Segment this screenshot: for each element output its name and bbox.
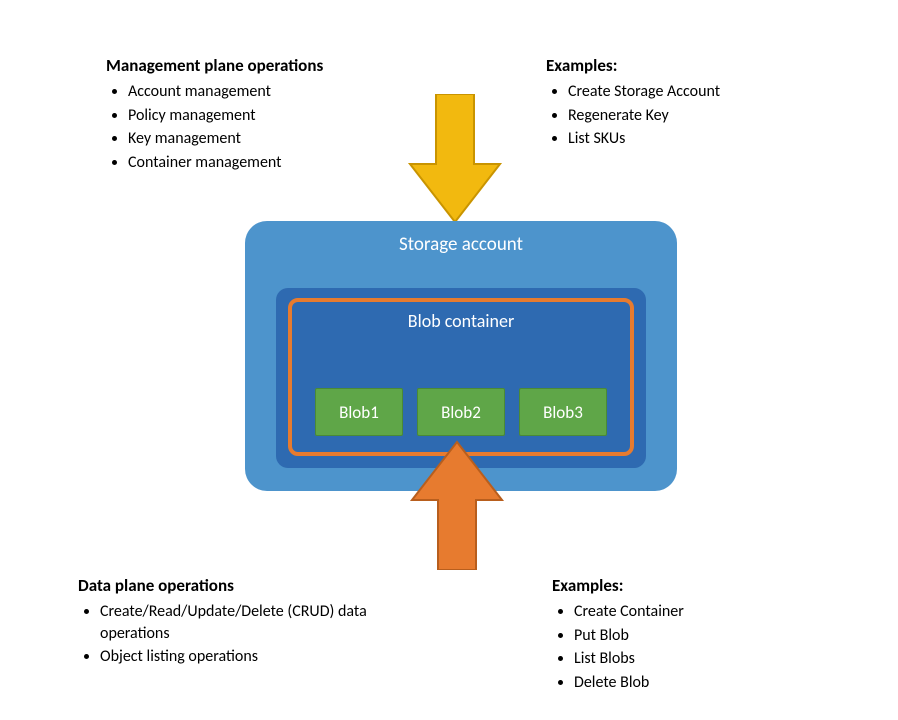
list-item: List Blobs bbox=[574, 647, 812, 671]
list-item: List SKUs bbox=[568, 127, 806, 151]
list-item: Policy management bbox=[128, 104, 386, 128]
management-plane-list: Account managementPolicy managementKey m… bbox=[106, 80, 386, 174]
arrow-up-icon bbox=[402, 440, 512, 570]
list-item: Account management bbox=[128, 80, 386, 104]
list-item: Put Blob bbox=[574, 624, 812, 648]
management-plane-heading: Management plane operations bbox=[106, 55, 386, 76]
list-item: Delete Blob bbox=[574, 671, 812, 695]
data-examples-heading: Examples: bbox=[552, 575, 812, 596]
data-examples-block: Examples: Create ContainerPut BlobList B… bbox=[552, 575, 812, 694]
blob-container-box: Blob container Blob1 Blob2 Blob3 bbox=[288, 298, 634, 456]
list-item: Create/Read/Update/Delete (CRUD) data op… bbox=[100, 600, 408, 645]
list-item: Create Container bbox=[574, 600, 812, 624]
data-plane-heading: Data plane operations bbox=[78, 575, 408, 596]
management-examples-block: Examples: Create Storage AccountRegenera… bbox=[546, 55, 806, 151]
blob-box: Blob2 bbox=[417, 388, 505, 436]
blob-box: Blob3 bbox=[519, 388, 607, 436]
data-examples-list: Create ContainerPut BlobList BlobsDelete… bbox=[552, 600, 812, 694]
list-item: Key management bbox=[128, 127, 386, 151]
data-plane-list: Create/Read/Update/Delete (CRUD) data op… bbox=[78, 600, 408, 669]
list-item: Container management bbox=[128, 151, 386, 175]
data-plane-block: Data plane operations Create/Read/Update… bbox=[78, 575, 408, 669]
storage-account-label: Storage account bbox=[245, 233, 677, 256]
management-examples-list: Create Storage AccountRegenerate KeyList… bbox=[546, 80, 806, 151]
list-item: Regenerate Key bbox=[568, 104, 806, 128]
management-plane-block: Management plane operations Account mana… bbox=[106, 55, 386, 174]
blob-row: Blob1 Blob2 Blob3 bbox=[292, 388, 630, 436]
blob-box: Blob1 bbox=[315, 388, 403, 436]
blob-container-label: Blob container bbox=[292, 310, 630, 332]
management-examples-heading: Examples: bbox=[546, 55, 806, 76]
list-item: Object listing operations bbox=[100, 645, 408, 669]
list-item: Create Storage Account bbox=[568, 80, 806, 104]
arrow-down-icon bbox=[400, 94, 510, 224]
